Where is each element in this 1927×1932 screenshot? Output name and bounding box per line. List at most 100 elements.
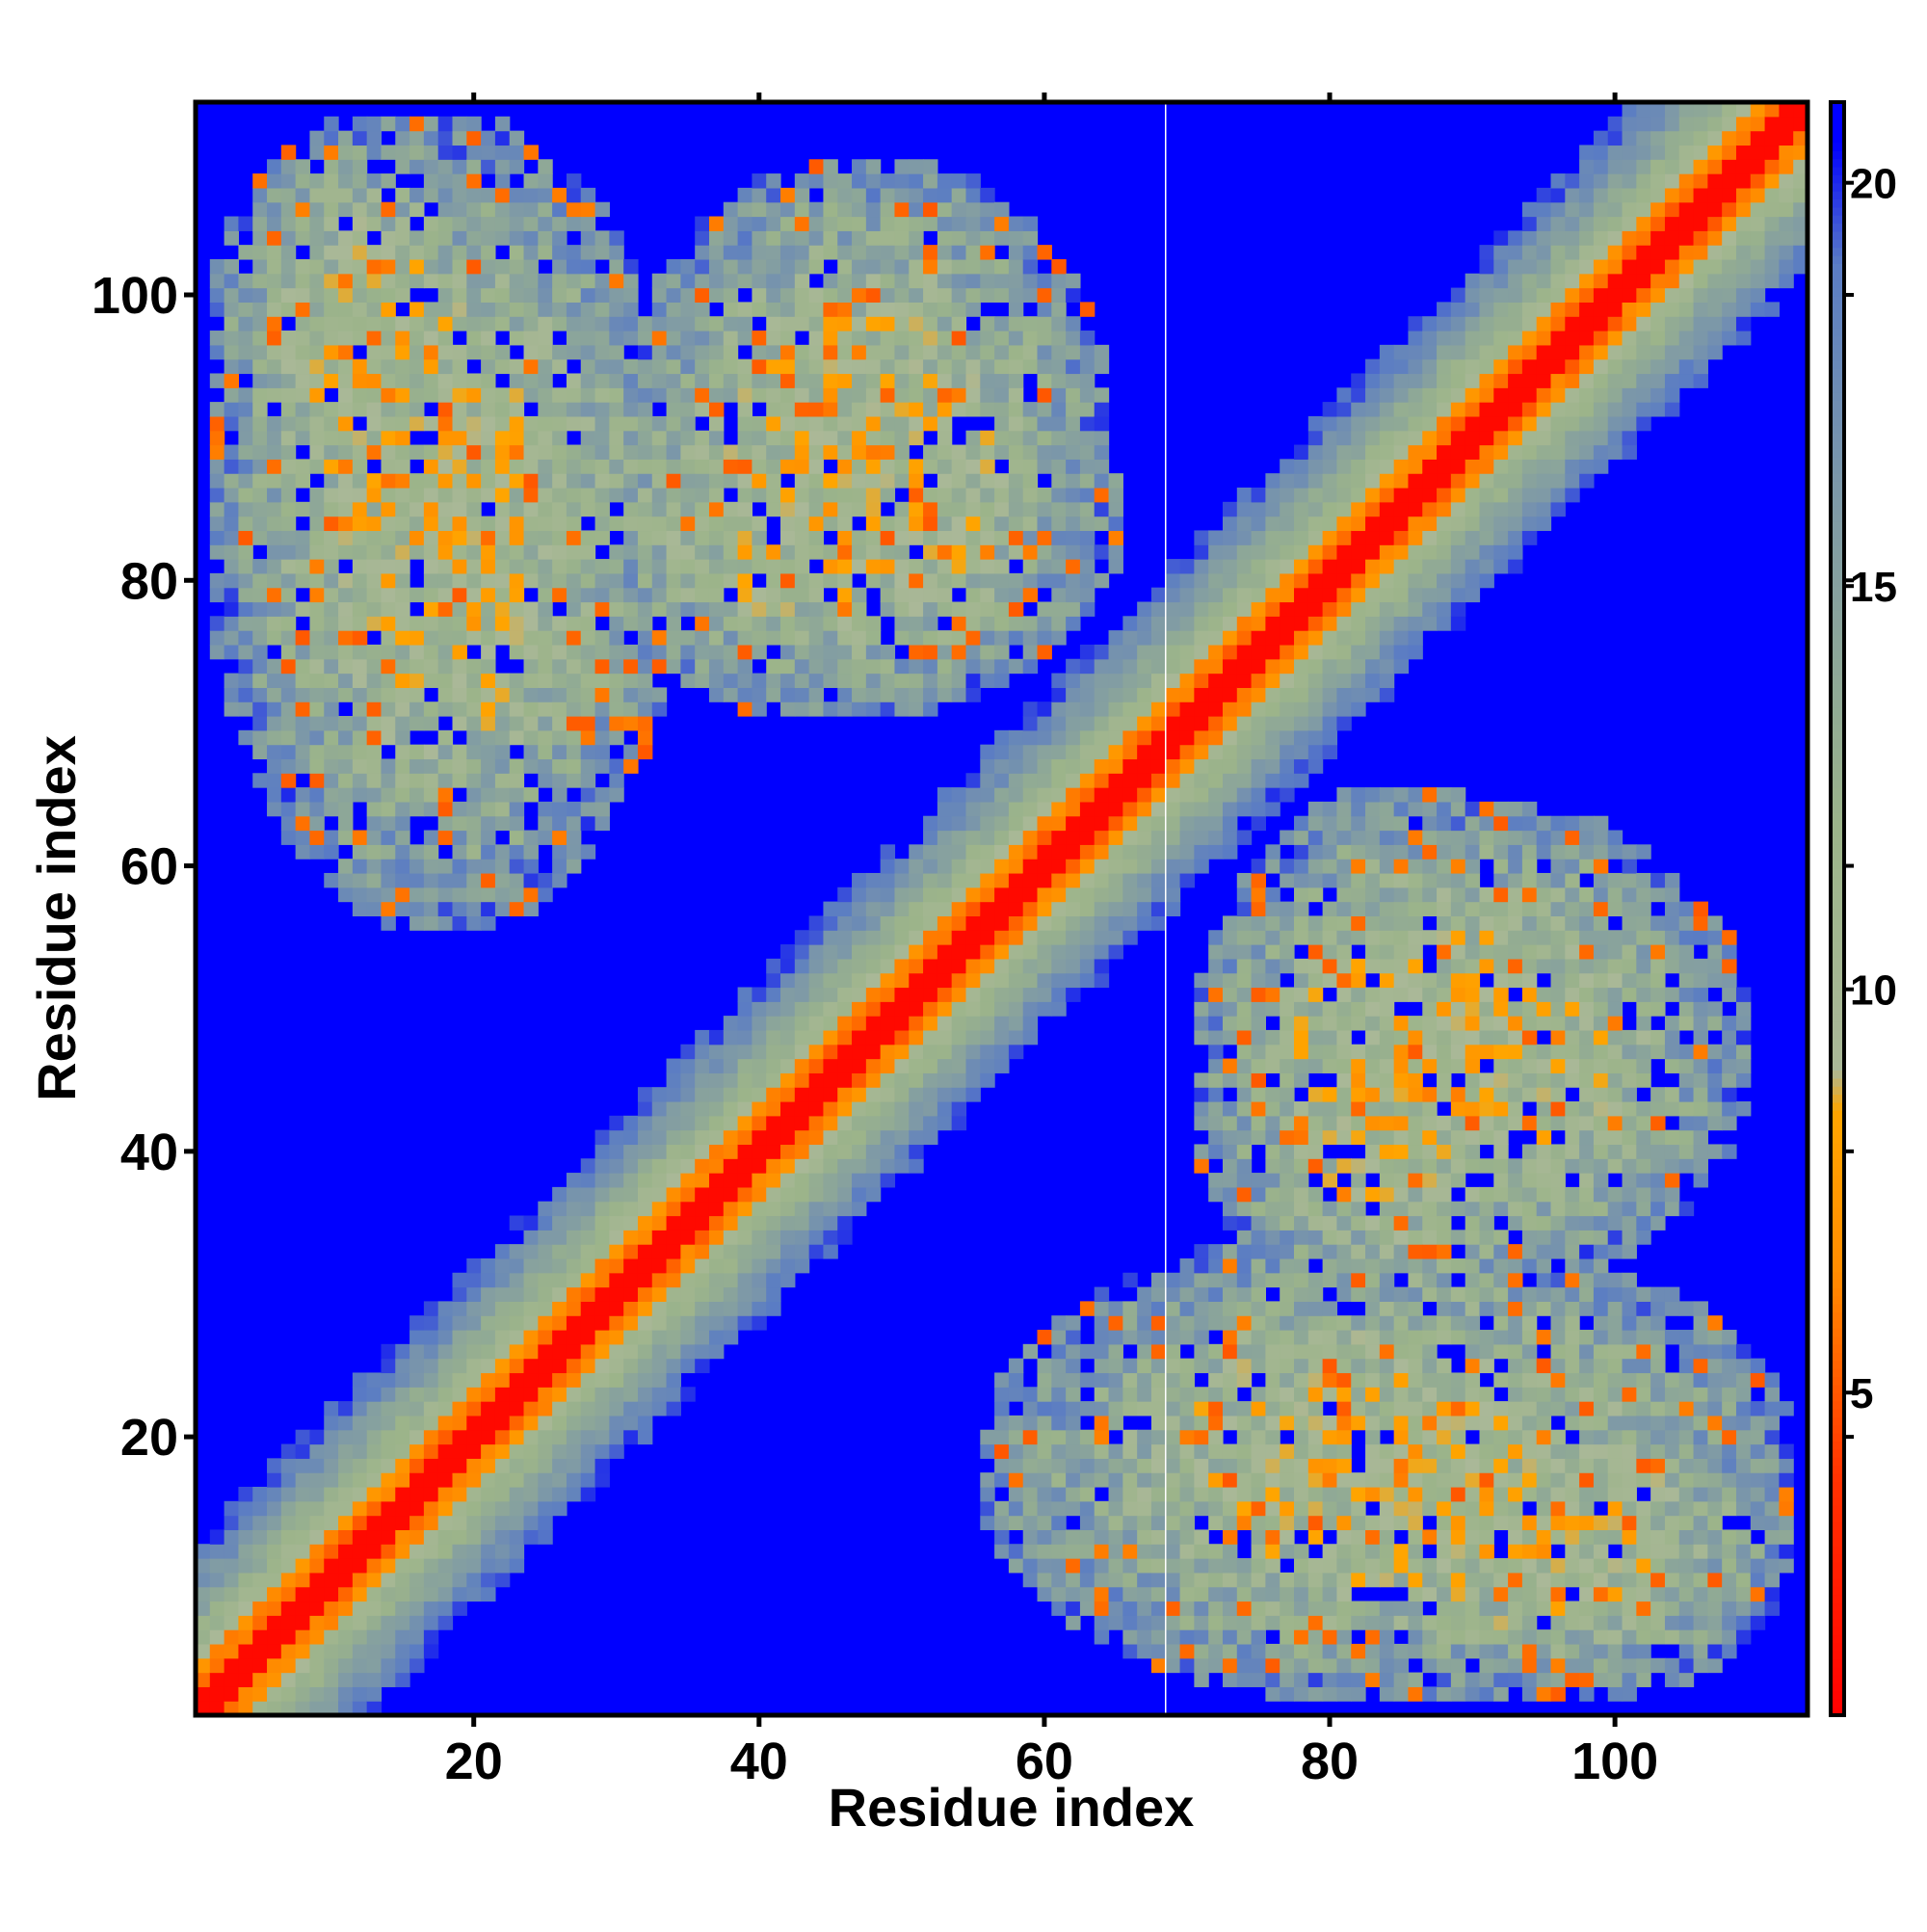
heatmap-cell xyxy=(1251,1358,1266,1374)
heatmap-cell xyxy=(280,673,297,688)
heatmap-cell xyxy=(1122,1572,1138,1588)
heatmap-cell xyxy=(1051,459,1067,474)
heatmap-cell xyxy=(794,430,810,446)
heatmap-cell xyxy=(566,258,582,275)
heatmap-cell xyxy=(566,1358,582,1374)
heatmap-cell xyxy=(894,915,910,931)
heatmap-cell xyxy=(980,1472,995,1488)
heatmap-cell xyxy=(481,1358,496,1374)
heatmap-cell xyxy=(566,501,582,517)
heatmap-cell xyxy=(494,487,511,503)
heatmap-cell xyxy=(752,687,767,702)
heatmap-cell xyxy=(951,572,967,589)
heatmap-cell xyxy=(409,1486,425,1502)
heatmap-cell xyxy=(737,373,753,388)
heatmap-cell xyxy=(737,1230,753,1245)
heatmap-cell xyxy=(766,1058,781,1073)
heatmap-cell xyxy=(880,844,896,860)
heatmap-cell xyxy=(766,687,781,702)
heatmap-cell xyxy=(1294,658,1309,675)
heatmap-cell xyxy=(395,258,410,275)
heatmap-cell xyxy=(852,302,867,317)
heatmap-cell xyxy=(1208,1472,1224,1488)
heatmap-cell xyxy=(1208,572,1224,589)
heatmap-cell xyxy=(1265,1443,1280,1459)
heatmap-cell xyxy=(1165,1558,1181,1574)
heatmap-cell xyxy=(695,344,710,360)
heatmap-cell xyxy=(1179,1558,1195,1574)
heatmap-cell xyxy=(808,1100,825,1117)
heatmap-cell xyxy=(509,145,525,160)
heatmap-cell xyxy=(509,559,525,574)
heatmap-cell xyxy=(1022,273,1039,289)
heatmap-cell xyxy=(309,387,325,403)
heatmap-cell xyxy=(1179,1301,1195,1316)
heatmap-cell xyxy=(509,1472,525,1488)
heatmap-cell xyxy=(423,216,439,231)
heatmap-cell xyxy=(552,459,568,474)
heatmap-cell xyxy=(1194,1387,1209,1402)
heatmap-cell xyxy=(381,1486,396,1502)
heatmap-cell xyxy=(1150,1401,1167,1416)
heatmap-cell xyxy=(780,1201,796,1217)
heatmap-cell xyxy=(651,459,668,474)
heatmap-cell xyxy=(865,302,882,317)
heatmap-cell xyxy=(1008,415,1024,432)
heatmap-cell xyxy=(224,387,240,403)
heatmap-cell xyxy=(1037,1387,1052,1402)
heatmap-cell xyxy=(309,1529,325,1545)
heatmap-cell xyxy=(552,1286,568,1302)
heatmap-cell xyxy=(923,844,938,860)
heatmap-cell xyxy=(1137,1286,1152,1302)
heatmap-cell xyxy=(1008,344,1024,360)
heatmap-cell xyxy=(1265,1230,1280,1245)
heatmap-cell xyxy=(1122,1586,1138,1602)
heatmap-cell xyxy=(1307,987,1324,1002)
heatmap-cell xyxy=(894,901,910,916)
heatmap-cell xyxy=(252,1586,268,1602)
heatmap-cell xyxy=(437,258,454,275)
heatmap-cell xyxy=(1307,1001,1324,1017)
heatmap-cell xyxy=(395,687,410,702)
heatmap-cell xyxy=(623,1301,639,1316)
heatmap-cell xyxy=(1208,1429,1224,1445)
heatmap-cell xyxy=(295,1586,311,1602)
heatmap-cell xyxy=(766,1257,781,1274)
heatmap-cell xyxy=(937,844,953,860)
heatmap-cell xyxy=(823,1173,838,1188)
heatmap-cell xyxy=(1022,630,1039,646)
heatmap-cell xyxy=(252,658,268,675)
heatmap-cell xyxy=(794,487,810,503)
heatmap-cell xyxy=(994,373,1010,388)
heatmap-cell xyxy=(538,344,553,360)
heatmap-cell xyxy=(794,302,810,317)
heatmap-cell xyxy=(909,358,924,375)
heatmap-cell xyxy=(808,1158,825,1174)
heatmap-cell xyxy=(609,387,624,403)
heatmap-cell xyxy=(538,216,553,231)
heatmap-cell xyxy=(766,1001,781,1017)
heatmap-cell xyxy=(951,373,967,388)
heatmap-cell xyxy=(538,1529,553,1545)
heatmap-cell xyxy=(324,287,339,303)
heatmap-cell xyxy=(752,201,767,218)
heatmap-cell xyxy=(566,658,582,675)
heatmap-cell xyxy=(252,744,268,760)
heatmap-cell xyxy=(723,644,739,660)
heatmap-cell xyxy=(509,201,525,218)
heatmap-cell xyxy=(209,530,225,545)
heatmap-cell xyxy=(637,658,653,675)
heatmap-cell xyxy=(737,459,753,474)
heatmap-cell xyxy=(766,302,781,317)
heatmap-cell xyxy=(951,687,967,702)
heatmap-cell xyxy=(338,1601,354,1616)
heatmap-cell xyxy=(980,616,995,631)
heatmap-cell xyxy=(523,1443,539,1459)
heatmap-cell xyxy=(366,1529,383,1545)
heatmap-cell xyxy=(1137,1486,1152,1502)
heatmap-cell xyxy=(794,601,810,617)
heatmap-cell xyxy=(823,316,838,331)
heatmap-cell xyxy=(1280,544,1295,560)
heatmap-cell xyxy=(1179,729,1195,746)
heatmap-cell xyxy=(267,530,282,545)
